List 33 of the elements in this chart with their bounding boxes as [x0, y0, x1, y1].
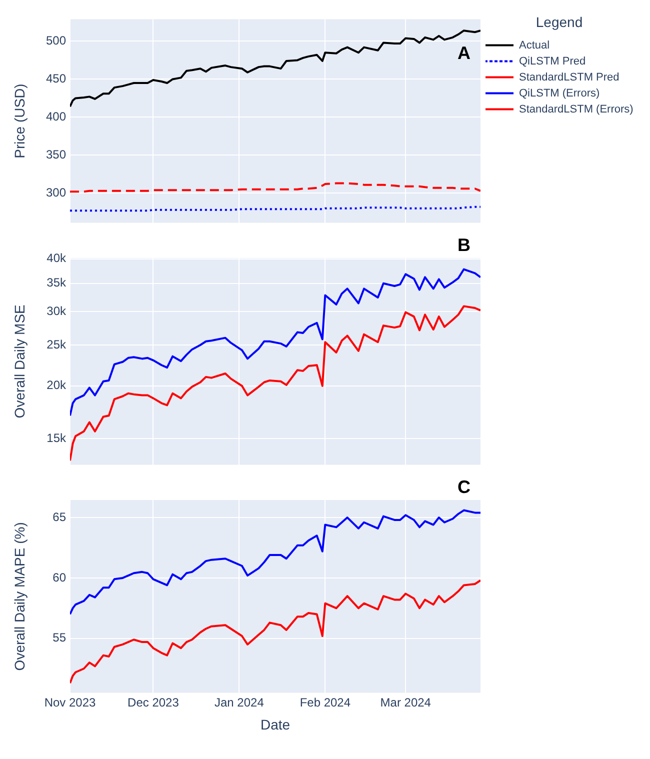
x-tick-label: Jan 2024 — [214, 695, 264, 710]
y-axis-title: Price (USD) — [11, 84, 28, 158]
y-tick-label: 55 — [52, 630, 66, 645]
line-series — [70, 182, 480, 193]
y-tick-label: 400 — [46, 110, 66, 124]
text: QiLSTM (Errors) — [519, 87, 600, 100]
y-tick-label: 60 — [52, 570, 66, 584]
x-tick-label: Nov 2023 — [44, 695, 96, 710]
y-axis-title: Overall Daily MSE — [11, 304, 28, 418]
x-tick-label: Feb 2024 — [300, 695, 351, 710]
y-tick-label: 450 — [46, 72, 66, 86]
x-tick-label: Dec 2023 — [128, 695, 180, 710]
y-tick-label: 15k — [46, 430, 67, 445]
x-axis-title: Date — [260, 716, 290, 732]
text: StandardLSTM (Errors) — [519, 103, 634, 116]
y-tick-label: 65 — [52, 510, 66, 524]
y-tick-label: 40k — [46, 251, 67, 266]
y-tick-label: 30k — [46, 304, 67, 318]
y-tick-label: 25k — [46, 337, 67, 352]
y-tick-label: 350 — [46, 148, 66, 162]
text: C — [458, 476, 470, 497]
y-axis-title: Overall Daily MAPE (%) — [11, 522, 28, 671]
y-tick-label: 300 — [46, 185, 66, 200]
y-tick-label: 500 — [46, 34, 66, 48]
x-tick-label: Mar 2024 — [380, 695, 432, 710]
legend-label: Actual — [519, 39, 550, 52]
y-tick-label: 20k — [46, 378, 67, 392]
legend-title: Legend — [536, 14, 583, 30]
legend-label: QiLSTM Pred — [519, 55, 586, 68]
text: B — [458, 234, 470, 255]
y-tick-label: 35k — [46, 276, 67, 290]
legend-label: StandardLSTM Pred — [519, 71, 620, 84]
annotation: A — [458, 43, 470, 64]
